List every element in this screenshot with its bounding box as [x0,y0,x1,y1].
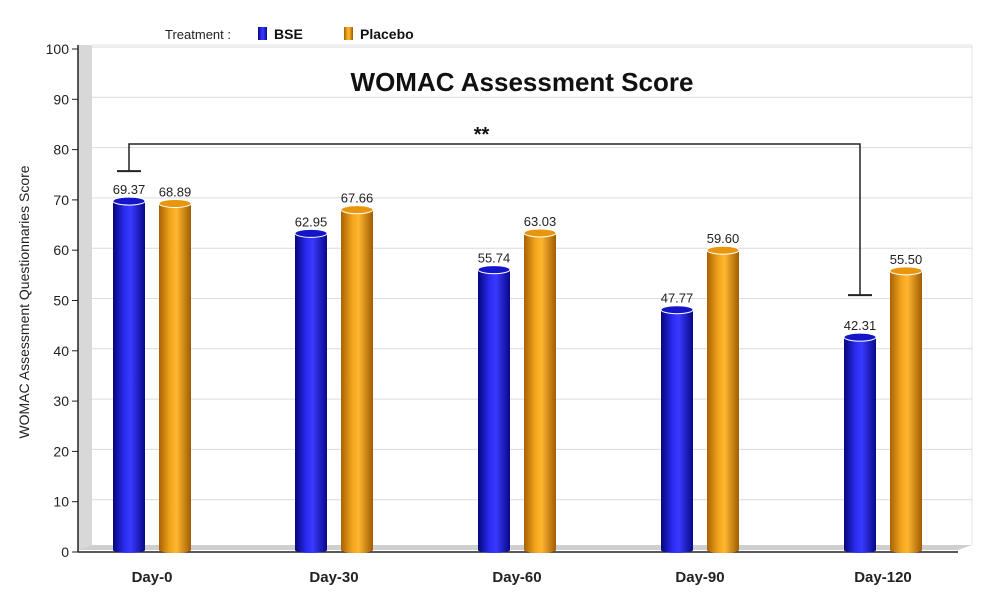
bar-cap [889,266,923,276]
value-label: 47.77 [661,291,694,306]
bar-body [844,337,876,550]
bar-cap [340,205,374,215]
legend-label-bse: BSE [274,26,303,42]
bar-cap [158,198,192,208]
bar-body [341,209,373,550]
bracket-line [128,143,861,296]
value-label: 55.50 [890,252,923,267]
bar-base [524,547,556,553]
bar-placebo-day-30: 67.66 [340,191,374,553]
y-axis-label: WOMAC Assessment Questionnaries Score [16,165,32,438]
bar-body [113,201,145,550]
bar-body [661,309,693,550]
x-tick-label: Day-60 [492,569,541,586]
bar-cap [523,228,557,238]
y-tick-label: 50 [53,293,69,309]
bar-cap [843,332,877,342]
bar-bse-day-0: 69.37 [112,182,146,553]
bar-body [159,203,191,550]
x-axis-labels: Day-0 Day-30 Day-60 Day-90 Day-120 [132,569,912,586]
bar-placebo-day-60: 63.03 [523,214,557,553]
bar-bse-day-120: 42.31 [843,318,877,553]
value-label: 67.66 [341,191,374,206]
bar-body [478,269,510,550]
value-label: 68.89 [159,184,192,199]
legend-label-placebo: Placebo [360,26,414,42]
y-tick-label: 0 [61,544,69,560]
bar-base [159,547,191,553]
value-label: 69.37 [113,182,146,197]
bar-base [113,547,145,553]
bar-base [295,547,327,553]
bar-body [890,270,922,550]
significance-bracket: ** [117,124,872,297]
value-label: 63.03 [524,214,557,229]
x-tick-label: Day-30 [309,569,358,586]
chart-title: WOMAC Assessment Score [351,67,694,97]
bar-base [844,547,876,553]
bar-base [478,547,510,553]
bar-bse-day-90: 47.77 [660,291,694,553]
legend-swatch-bse [258,27,267,40]
bar-bse-day-30: 62.95 [294,214,328,553]
bar-base [341,547,373,553]
bar-placebo-day-0: 68.89 [158,184,192,553]
bar-base [707,547,739,553]
bar-base [661,547,693,553]
y-tick-label: 40 [53,343,69,359]
y-tick-label: 70 [53,192,69,208]
bar-body [524,232,556,550]
bar-placebo-day-90: 59.60 [706,231,740,553]
legend-swatch-placebo [344,27,353,40]
bar-cap [706,245,740,255]
legend-title: Treatment : [165,27,231,42]
bar-base [890,547,922,553]
x-tick-label: Day-0 [132,569,173,586]
value-label: 62.95 [295,214,328,229]
y-tick-label: 100 [46,41,70,57]
legend: Treatment : BSE Placebo [165,26,414,42]
y-tick-label: 90 [53,91,69,107]
y-tick-label: 30 [53,393,69,409]
significance-marker: ** [474,124,490,146]
bar-body [295,233,327,550]
value-label: 55.74 [478,251,511,266]
x-tick-label: Day-90 [675,569,724,586]
bar-cap [477,265,511,275]
bar-body [707,250,739,550]
y-tick-label: 80 [53,142,69,158]
value-label: 42.31 [844,318,877,333]
bars: 69.37 68.89 62.95 67.66 55.74 63.03 47.77 59.60… [112,182,923,553]
back-wall-left [78,45,92,550]
bar-cap [660,305,694,315]
bar-cap [294,228,328,238]
y-tick-label: 60 [53,242,69,258]
value-label: 59.60 [707,231,740,246]
y-tick-label: 10 [53,494,69,510]
bar-bse-day-60: 55.74 [477,251,511,553]
bar-cap [112,196,146,206]
x-tick-label: Day-120 [854,569,912,586]
bar-placebo-day-120: 55.50 [889,252,923,553]
y-axis-ticks: 0 10 20 30 40 50 60 70 80 90 100 [46,41,78,560]
y-tick-label: 20 [53,443,69,459]
